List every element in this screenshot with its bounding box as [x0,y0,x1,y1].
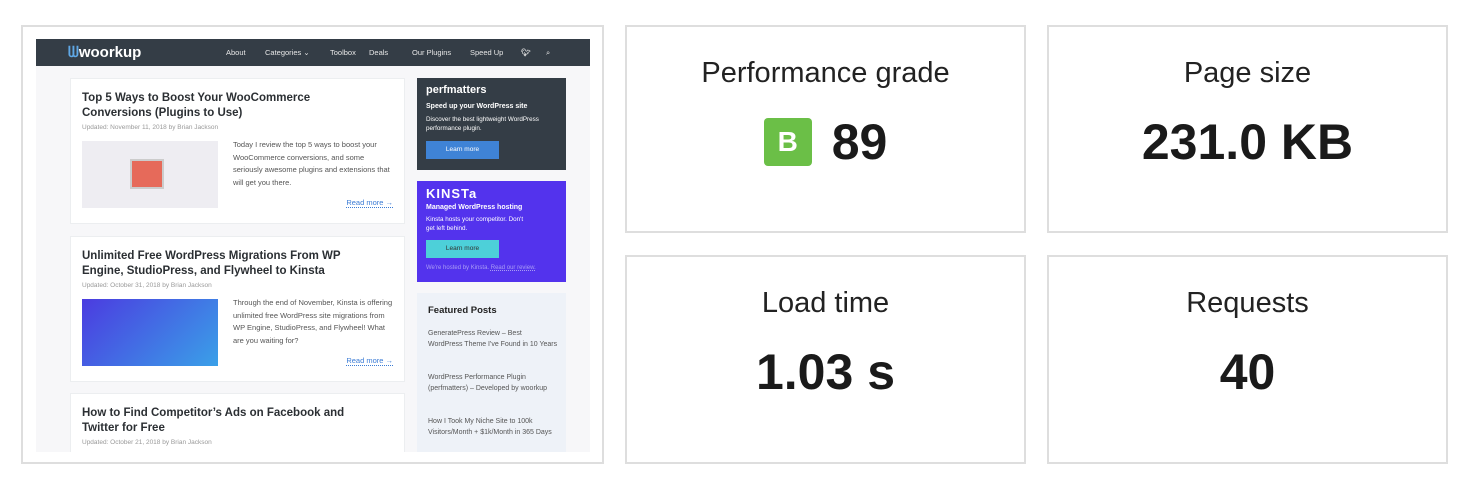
website-screenshot: ᗯwoorkup About Categories ⌄ Toolbox Deal… [21,25,604,464]
page-size-card: Page size 231.0 KB [1047,25,1448,233]
performance-grade-label: Performance grade [701,57,950,89]
kinsta-logo: KINSTa [426,186,478,201]
page-size-label: Page size [1183,57,1312,89]
read-more-link[interactable]: Read more → [346,198,393,208]
grade-badge: B [763,118,812,166]
ad-text: Kinsta hosts your competitor. Don't get … [426,216,524,232]
kinsta-ad: KINSTa Managed WordPress hosting Kinsta … [417,181,566,282]
site-logo: ᗯwoorkup [68,44,142,61]
post-thumbnail[interactable] [82,141,218,208]
load-time-card: Load time 1.03 s [625,255,1026,464]
featured-post-link[interactable]: How I Took My Niche Site to 100k Visitor… [428,418,552,436]
post-title[interactable]: Unlimited Free WordPress Migrations From… [82,250,341,277]
post-excerpt: Through the end of November, Kinsta is o… [233,298,393,345]
twitter-icon[interactable]: 🐦︎ [521,48,531,57]
requests-card: Requests 40 [1047,255,1448,464]
site-preview: ᗯwoorkup About Categories ⌄ Toolbox Deal… [36,39,590,452]
search-icon[interactable]: ⌕ [546,48,551,57]
post-card: Top 5 Ways to Boost Your WooCommerce Con… [70,78,405,224]
ad-heading: Managed WordPress hosting [426,204,523,211]
page-size-value: 231.0 KB [1141,114,1354,170]
nav-categories[interactable]: Categories ⌄ [265,48,310,57]
nav-our-plugins[interactable]: Our Plugins [412,48,452,57]
perfmatters-logo: perfmatters [426,84,487,96]
ad-heading: Speed up your WordPress site [426,103,528,110]
featured-post-link[interactable]: WordPress Performance Plugin (perfmatter… [428,374,548,392]
load-time-value: 1.03 s [755,344,895,400]
requests-label: Requests [1186,287,1309,319]
learn-more-button[interactable]: Learn more [426,240,499,258]
post-title[interactable]: Top 5 Ways to Boost Your WooCommerce Con… [82,92,311,119]
featured-post-link[interactable]: GeneratePress Review – Best WordPress Th… [428,330,558,348]
site-nav: ᗯwoorkup About Categories ⌄ Toolbox Deal… [36,39,590,66]
featured-title: Featured Posts [428,305,497,316]
post-meta: Updated: October 21, 2018 by Brian Jacks… [82,439,212,446]
post-card: Unlimited Free WordPress Migrations From… [70,236,405,382]
post-thumbnail[interactable] [82,299,218,366]
nav-deals[interactable]: Deals [369,48,389,57]
read-more-link[interactable]: Read more → [346,356,393,366]
post-title[interactable]: How to Find Competitor’s Ads on Facebook… [82,407,345,434]
post-excerpt: Today I review the top 5 ways to boost y… [233,140,390,187]
post-meta: Updated: November 11, 2018 by Brian Jack… [82,124,219,131]
nav-toolbox[interactable]: Toolbox [330,48,356,57]
nav-speed-up[interactable]: Speed Up [470,48,504,57]
ad-text: Discover the best lightweight WordPress … [426,116,539,132]
post-card: How to Find Competitor’s Ads on Facebook… [70,393,405,452]
nav-about[interactable]: About [226,48,246,57]
post-meta: Updated: October 31, 2018 by Brian Jacks… [82,282,212,289]
perfmatters-ad: perfmatters Speed up your WordPress site… [417,78,566,170]
read-review-link[interactable]: Read our review. [490,265,536,271]
featured-posts: Featured Posts GeneratePress Review – Be… [417,293,566,452]
performance-grade-card: Performance grade B 89 [625,25,1026,233]
load-time-label: Load time [761,287,890,319]
learn-more-button[interactable]: Learn more [426,141,499,159]
requests-value: 40 [1219,344,1276,400]
kinsta-footer: We're hosted by Kinsta. [426,265,490,271]
performance-score: 89 [831,114,888,170]
